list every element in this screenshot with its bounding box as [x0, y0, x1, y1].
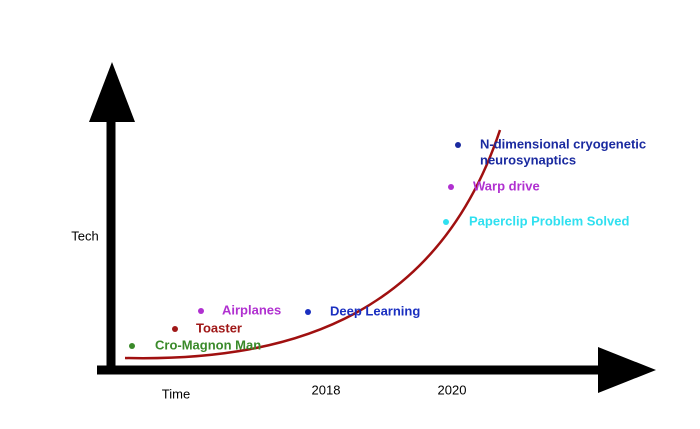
- y-axis-arrow: [89, 62, 135, 122]
- point-dot: [443, 219, 449, 225]
- y-axis-label: Tech: [71, 228, 98, 243]
- point-dot: [198, 308, 204, 314]
- point-dot: [305, 309, 311, 315]
- point-label: Paperclip Problem Solved: [469, 213, 629, 228]
- point-label: Warp drive: [473, 178, 540, 193]
- x-mark: 2020: [438, 382, 467, 397]
- x-mark: 2018: [312, 382, 341, 397]
- x-axis-label: Time: [162, 386, 190, 401]
- x-axis-arrow: [598, 347, 656, 393]
- point-label: Airplanes: [222, 302, 281, 317]
- growth-curve: [124, 129, 502, 360]
- point-dot: [172, 326, 178, 332]
- point-dot: [129, 343, 135, 349]
- point-dot: [455, 142, 461, 148]
- point-label: N-dimensional cryogenetic: [480, 136, 646, 151]
- point-label: Deep Learning: [330, 303, 420, 318]
- point-dot: [448, 184, 454, 190]
- point-label: Toaster: [196, 320, 242, 335]
- point-label: neurosynaptics: [480, 152, 576, 167]
- point-label: Cro-Magnon Man: [155, 337, 261, 352]
